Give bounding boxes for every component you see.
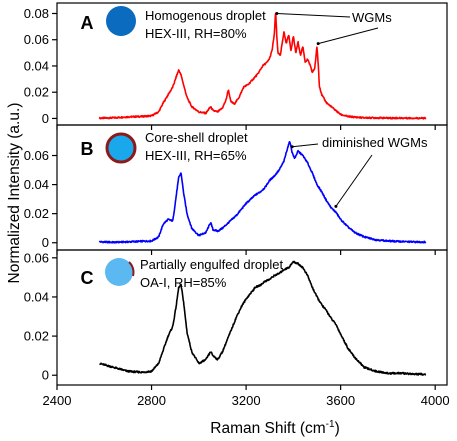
wgm-annotation: diminished WGMs (322, 135, 428, 150)
droplet-type-label: Partially engulfed droplet (140, 257, 283, 272)
panel-frame (56, 249, 448, 386)
x-axis-title: Raman Shift (cm-1) (210, 419, 340, 437)
droplet-type-label: Homogenous droplet (145, 8, 266, 23)
y-tick-label: 0 (42, 235, 49, 250)
x-axis-title-main: Raman Shift (cm (210, 420, 325, 437)
droplet-type-label: Core-shell droplet (145, 130, 248, 145)
y-axis-title: Normalized Intensity (a.u.) (6, 103, 23, 284)
y-tick-label: 0 (42, 368, 49, 383)
annotation-arrowhead (290, 145, 294, 149)
annotation-arrowhead (334, 204, 338, 208)
x-tick-label: 4000 (421, 393, 450, 408)
droplet-icon (106, 6, 136, 36)
y-tick-label: 0.04 (24, 177, 49, 192)
x-tick-label: 2400 (43, 393, 72, 408)
condition-label: OA-I, RH=85% (140, 275, 227, 290)
condition-label: HEX-III, RH=80% (145, 26, 247, 41)
y-tick-label: 0.06 (24, 148, 49, 163)
droplet-icon (105, 132, 137, 164)
condition-label: HEX-III, RH=65% (145, 148, 247, 163)
x-axis-title-close: ) (335, 420, 340, 437)
panels: 0 0.02 0.04 0.06 0.08 A Homogenous droplet HEX-… (24, 2, 450, 408)
annotation-arrow (276, 12, 351, 18)
annotation-arrowhead (316, 42, 320, 46)
y-tick-label: 0.02 (24, 85, 49, 100)
y-tick-label: 0.02 (24, 206, 49, 221)
annotation-arrow (318, 27, 379, 45)
x-tick-label: 3600 (326, 393, 355, 408)
panel-letter: C (81, 268, 94, 288)
y-tick-label: 0.06 (24, 32, 49, 47)
series-line (99, 260, 427, 376)
y-tick-label: 0.06 (24, 250, 49, 265)
y-tick-label: 0.04 (24, 58, 49, 73)
y-tick-label: 0.08 (24, 6, 49, 21)
y-tick-label: 0.04 (24, 289, 49, 304)
wgm-annotation: WGMs (352, 10, 392, 25)
annotation-arrowhead (275, 11, 279, 15)
y-tick-label: 0.02 (24, 329, 49, 344)
series-line (98, 12, 427, 120)
series-line (98, 141, 427, 244)
annotation-arrow (292, 143, 319, 148)
panel-c: 0 0.02 0.04 0.06 2400 2800 3200 3600 4000 C Partia… (24, 249, 450, 408)
droplet-icon (105, 258, 133, 286)
x-tick-label: 2800 (137, 393, 166, 408)
panel-a: 0 0.02 0.04 0.06 0.08 A Homogenous droplet HEX-… (24, 2, 448, 130)
droplet-shell-arc (128, 261, 135, 277)
x-axis-title-superscript: -1 (326, 419, 335, 430)
panel-letter: A (81, 13, 94, 33)
panel-b: 0 0.02 0.04 0.06 B Core-shell droplet HEX-III,… (24, 124, 448, 255)
panel-letter: B (81, 139, 94, 159)
x-tick-label: 3200 (232, 393, 261, 408)
annotation-arrow (335, 154, 373, 207)
y-tick-label: 0 (42, 111, 49, 126)
